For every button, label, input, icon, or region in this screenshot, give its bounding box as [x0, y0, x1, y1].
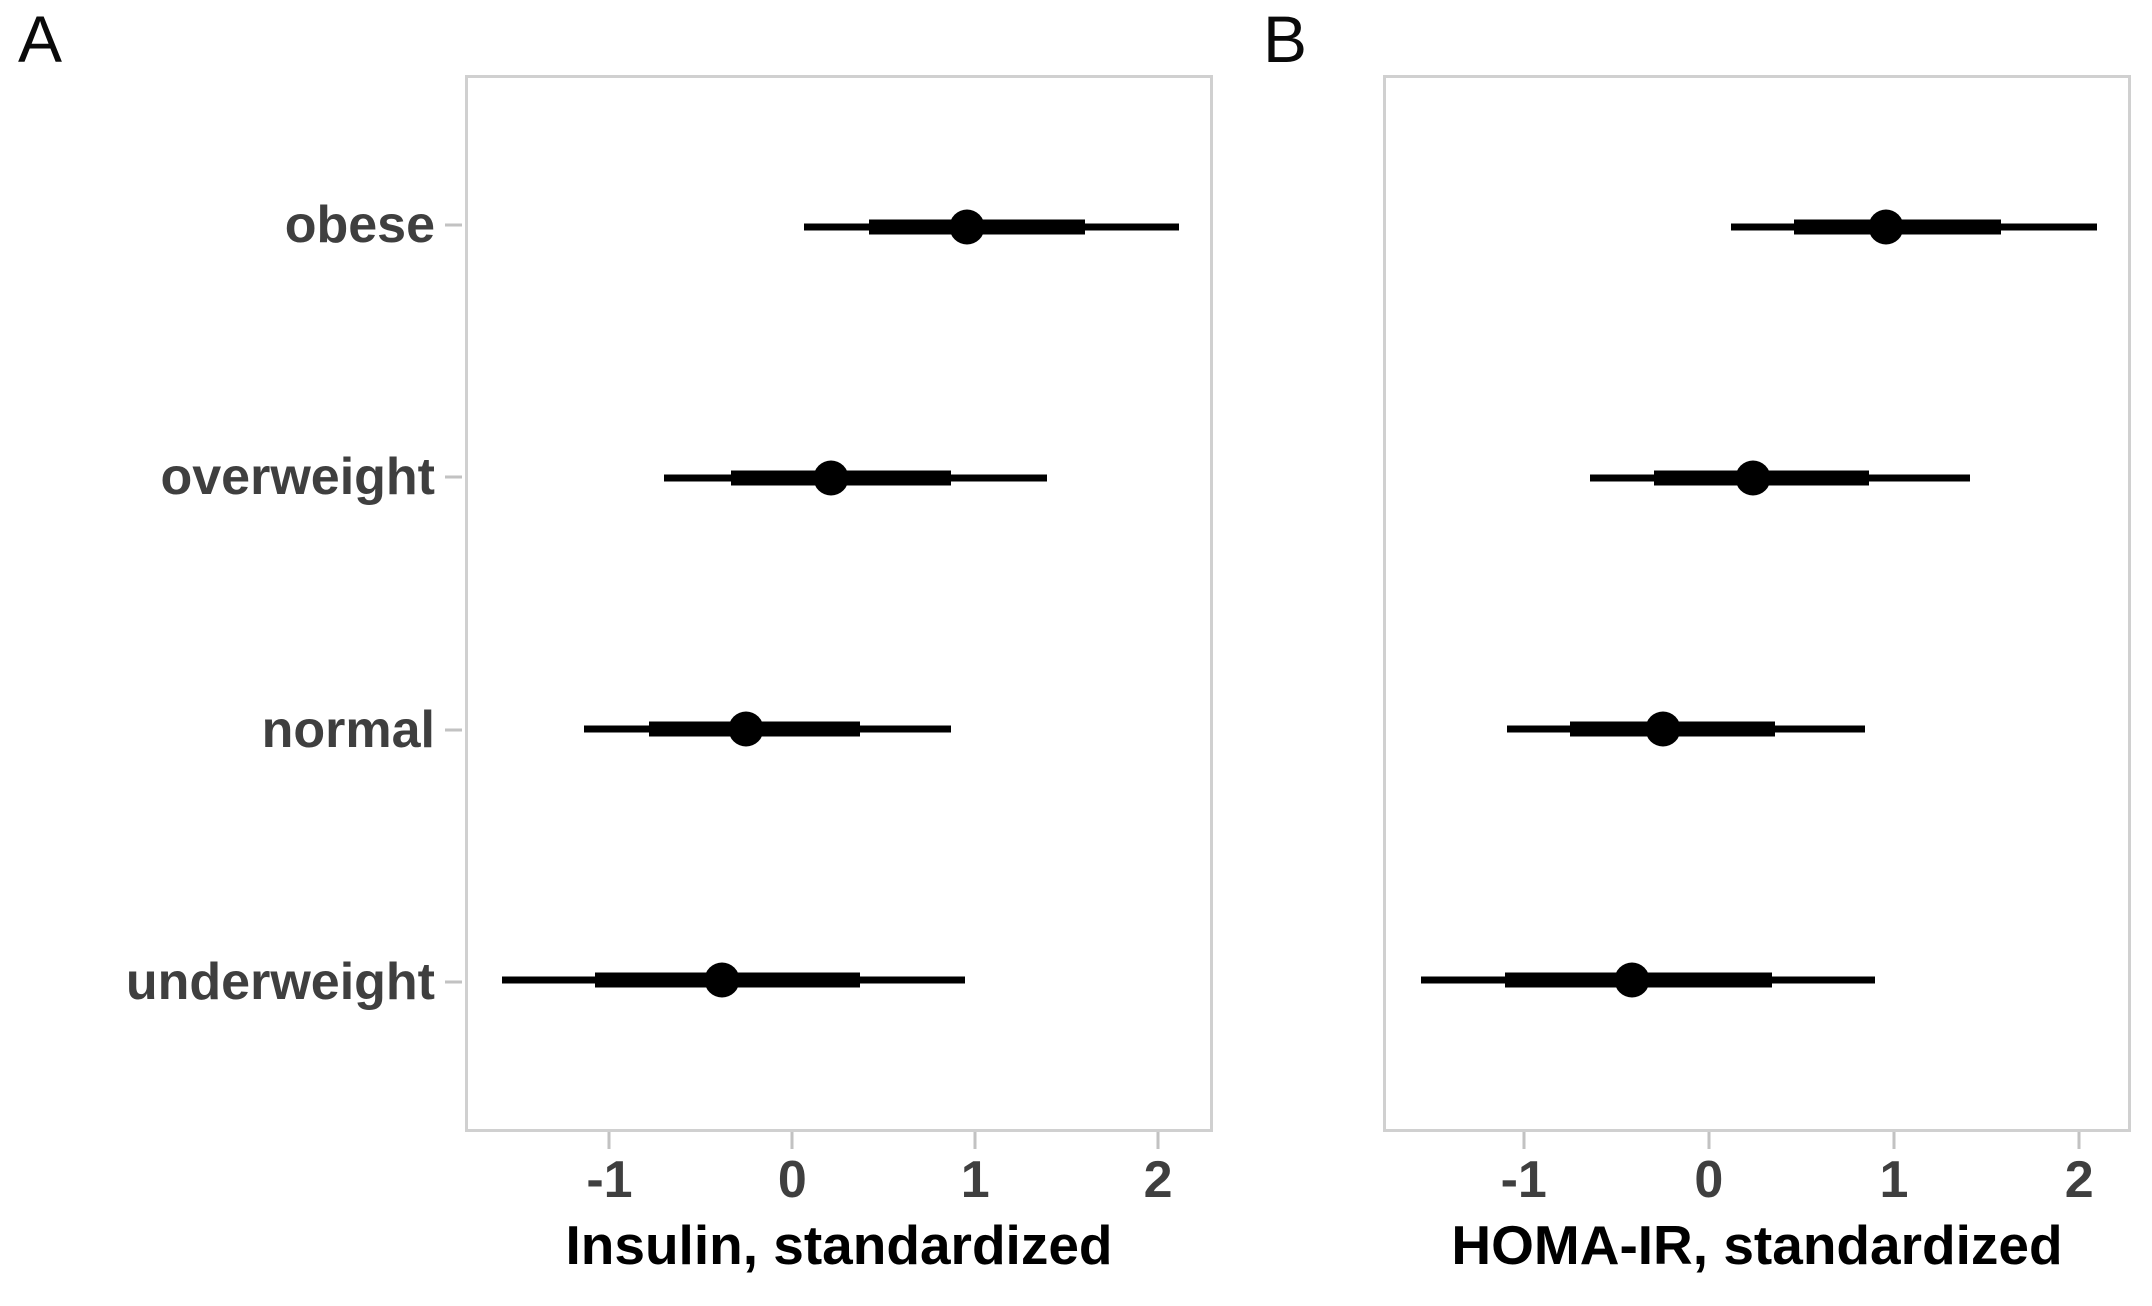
- point-estimate-normal: [728, 711, 764, 747]
- x-tick-mark: [2077, 1132, 2081, 1149]
- x-tick-label: 1: [960, 1151, 990, 1209]
- x-tick-label: 0: [1694, 1151, 1724, 1209]
- x-tick-mark: [1156, 1132, 1160, 1149]
- y-tick-mark: [445, 475, 462, 479]
- panel-b-plot: [1383, 75, 2131, 1132]
- category-label-normal: normal: [261, 700, 435, 759]
- panel-a-x-axis: -1 0 1 2: [465, 1132, 1213, 1252]
- point-estimate-overweight: [1735, 460, 1771, 496]
- point-estimate-obese: [949, 209, 985, 245]
- y-axis-labels: obese overweight normal underweight: [0, 75, 462, 1132]
- category-label-underweight: underweight: [125, 953, 435, 1011]
- x-tick-label: -1: [586, 1151, 633, 1209]
- x-tick-mark: [790, 1132, 794, 1149]
- panel-b-x-axis: -1 0 1 2: [1383, 1132, 2131, 1252]
- panel-a-label: A: [18, 2, 63, 76]
- panel-a-x-title: Insulin, standardized: [565, 1214, 1113, 1276]
- panel-b-x-title: HOMA-IR, standardized: [1451, 1214, 2063, 1276]
- point-estimate-obese: [1868, 209, 1904, 245]
- panel-a-plot: [465, 75, 1213, 1132]
- point-estimate-underweight: [704, 962, 740, 998]
- point-estimate-overweight: [813, 460, 849, 496]
- y-tick-mark: [445, 728, 462, 732]
- x-tick-label: -1: [1500, 1151, 1547, 1209]
- x-tick-mark: [973, 1132, 977, 1149]
- point-estimate-underweight: [1614, 962, 1650, 998]
- x-tick-mark: [1522, 1132, 1526, 1149]
- x-tick-label: 2: [1143, 1151, 1173, 1209]
- panel-b-label: B: [1263, 2, 1308, 76]
- x-tick-label: 2: [2064, 1151, 2094, 1209]
- y-tick-mark: [445, 980, 462, 984]
- x-tick-label: 1: [1879, 1151, 1909, 1209]
- x-tick-mark: [1892, 1132, 1896, 1149]
- point-estimate-normal: [1645, 711, 1681, 747]
- x-tick-mark: [1707, 1132, 1711, 1149]
- y-tick-mark: [445, 223, 462, 227]
- x-tick-label: 0: [777, 1151, 807, 1209]
- category-label-overweight: overweight: [160, 448, 436, 507]
- x-tick-mark: [607, 1132, 611, 1149]
- category-label-obese: obese: [284, 195, 435, 254]
